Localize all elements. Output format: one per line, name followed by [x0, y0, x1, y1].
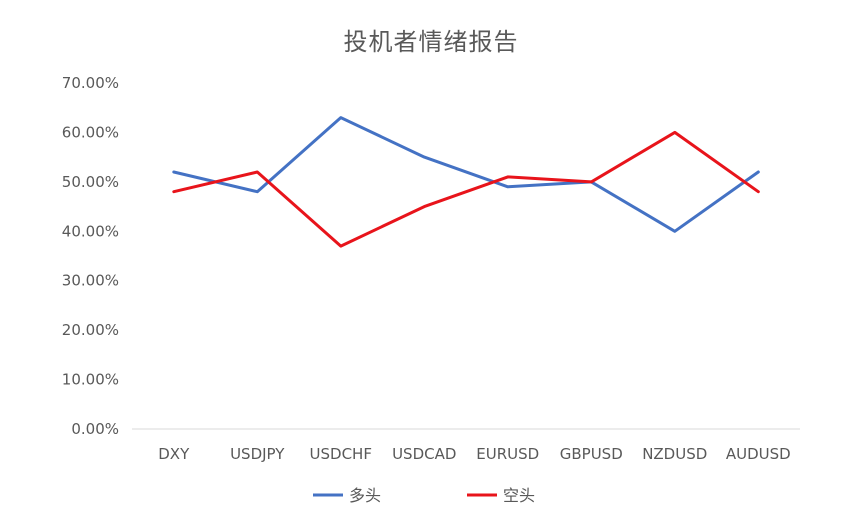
- x-tick-label: USDCHF: [310, 445, 372, 463]
- y-tick-label: 60.00%: [62, 123, 119, 141]
- y-tick-label: 20.00%: [62, 321, 119, 339]
- x-tick-label: USDJPY: [230, 445, 285, 463]
- x-tick-label: AUDUSD: [726, 445, 791, 463]
- y-tick-label: 30.00%: [62, 272, 119, 290]
- chart-title: 投机者情绪报告: [343, 28, 519, 56]
- x-tick-label: GBPUSD: [560, 445, 623, 463]
- x-tick-label: USDCAD: [392, 445, 456, 463]
- x-tick-label: EURUSD: [476, 445, 539, 463]
- y-tick-label: 10.00%: [62, 371, 119, 389]
- legend-label: 空头: [503, 486, 535, 505]
- x-tick-label: NZDUSD: [642, 445, 707, 463]
- y-tick-label: 50.00%: [62, 173, 119, 191]
- legend-label: 多头: [349, 486, 381, 505]
- series-line-long: [172, 116, 760, 233]
- series-line-short: [172, 130, 760, 248]
- y-tick-label: 40.00%: [62, 222, 119, 240]
- x-tick-label: DXY: [158, 445, 190, 463]
- y-tick-label: 70.00%: [62, 74, 119, 92]
- y-tick-label: 0.00%: [71, 420, 119, 438]
